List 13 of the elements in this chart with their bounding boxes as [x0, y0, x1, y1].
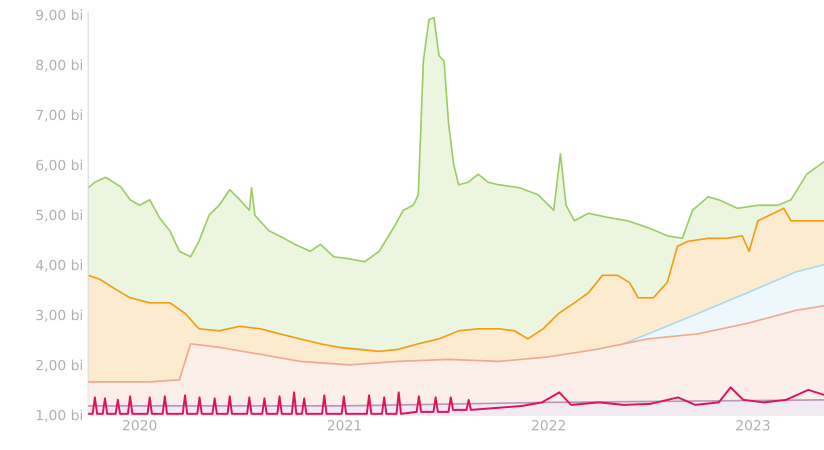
y-tick-label: 3,00 bi — [36, 310, 82, 322]
x-tick-label: 2022 — [532, 420, 565, 431]
y-tick-label: 4,00 bi — [36, 260, 82, 272]
x-tick-label: 2023 — [736, 420, 770, 431]
y-tick-label: 8,00 bi — [36, 59, 82, 72]
y-tick-label: 6,00 bi — [36, 159, 82, 172]
y-tick-label: 1,00 bi — [36, 410, 82, 422]
x-tick-label: 2021 — [328, 420, 361, 431]
y-tick-label: 2,00 bi — [36, 360, 82, 372]
y-tick-label: 9,00 bi — [36, 9, 82, 22]
y-tick-label: 5,00 bi — [36, 210, 82, 222]
y-tick-label: 7,00 bi — [36, 109, 82, 122]
x-tick-label: 2020 — [122, 420, 156, 431]
